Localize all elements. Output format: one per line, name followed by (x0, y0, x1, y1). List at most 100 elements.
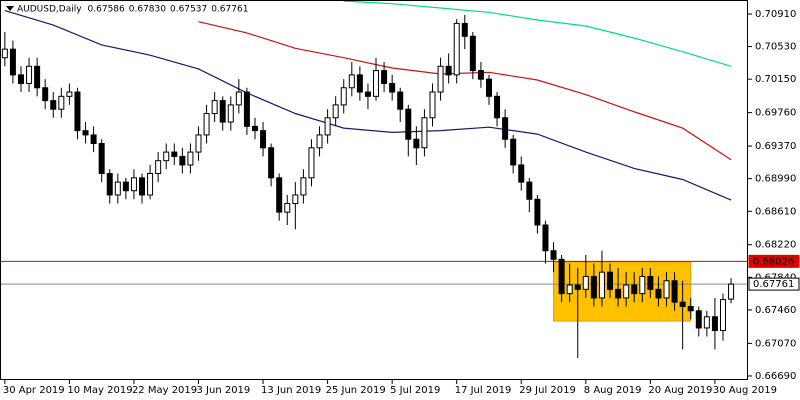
candle-body (348, 74, 355, 89)
candle-body (469, 35, 476, 72)
candle-body (74, 91, 81, 132)
candle-body (534, 198, 541, 226)
header-value: 0.67761 (211, 5, 248, 15)
candle-body (485, 78, 492, 97)
y-tick-label: 0.70150 (755, 74, 796, 85)
candle-body (494, 95, 501, 119)
candle-body (292, 194, 299, 205)
x-tick-label: 29 Jul 2019 (519, 385, 576, 396)
candle-body (364, 91, 371, 97)
candle-body (187, 151, 194, 166)
candle-body (340, 87, 347, 106)
symbol: AUDUSD,Daily (17, 5, 82, 15)
candle-body (607, 271, 614, 290)
candle-body (639, 275, 646, 295)
candle-body (711, 316, 718, 332)
candle-body (703, 316, 710, 329)
y-tick-label: 0.67070 (755, 338, 796, 349)
candle-body (558, 258, 565, 295)
y-tick-label: 0.66690 (755, 371, 796, 382)
x-tick-label: 5 Jul 2019 (390, 385, 440, 396)
candle-body (227, 104, 234, 123)
candle-body (324, 117, 331, 136)
candle-body (437, 65, 444, 93)
candle-body (510, 138, 517, 166)
candle-body (397, 91, 404, 110)
x-tick-label: 22 May 2019 (132, 385, 197, 396)
candle-body (1, 48, 8, 59)
candle-body (203, 112, 210, 136)
candle-body (300, 177, 307, 196)
candle-body (461, 22, 468, 37)
header: AUDUSD,Daily (17, 5, 82, 15)
candle-body (155, 160, 162, 175)
x-tick-label: 3 Jun 2019 (196, 385, 250, 396)
candle-body (679, 301, 686, 307)
candle-body (413, 138, 420, 149)
candle-body (695, 310, 702, 329)
candle-body (139, 177, 146, 196)
price-label: 0.67761 (753, 279, 794, 290)
candle-body (284, 203, 291, 213)
range-rectangle (553, 261, 692, 322)
candle-body (445, 65, 452, 76)
candle-body (453, 22, 460, 76)
y-tick-label: 0.68220 (755, 240, 796, 251)
candle-body (268, 147, 275, 179)
candle-body (631, 284, 638, 295)
y-tick-label: 0.68990 (755, 174, 796, 185)
price-label: 0.68026 (753, 256, 794, 267)
candle-body (260, 130, 267, 149)
candle-body (130, 177, 137, 192)
price-label-box (748, 254, 800, 268)
candle-body (34, 65, 41, 89)
candle-body (316, 134, 323, 149)
candle-body (405, 108, 412, 140)
candle-body (663, 280, 670, 299)
candle-body (66, 91, 73, 97)
candle-body (647, 275, 654, 290)
moving-average (4, 10, 732, 201)
candle-body (58, 95, 65, 110)
y-tick-label: 0.67460 (755, 305, 796, 316)
candle-body (566, 284, 573, 295)
candle-body (50, 100, 57, 110)
candle-body (687, 305, 694, 312)
candle-body (98, 143, 105, 175)
candle-body (373, 70, 380, 97)
y-tick-label: 0.70910 (755, 9, 796, 20)
x-tick-label: 20 Aug 2019 (648, 385, 712, 396)
candle-body (389, 82, 396, 93)
candle-body (163, 151, 170, 162)
candle-body (615, 288, 622, 299)
candle-body (195, 134, 202, 153)
candle-body (179, 155, 186, 166)
candle-body (356, 74, 363, 93)
candle-body (122, 181, 129, 192)
candle-body (728, 283, 735, 300)
x-tick-label: 10 May 2019 (67, 385, 132, 396)
candle-body (574, 284, 581, 290)
candle-body (235, 91, 242, 106)
candle-body (542, 224, 549, 252)
moving-average (343, 0, 732, 67)
header-value: 0.67586 (88, 5, 125, 15)
candle-body (308, 147, 315, 179)
header-value: 0.67537 (170, 5, 207, 15)
candle-body (623, 284, 630, 299)
candle-body (211, 100, 218, 114)
candle-body (42, 87, 49, 102)
menu-icon[interactable] (6, 6, 14, 11)
candle-body (17, 74, 24, 84)
candle-body (243, 91, 250, 127)
plot-border (0, 0, 748, 380)
candle-body (671, 280, 678, 303)
candle-body (477, 70, 484, 80)
y-tick-label: 0.70530 (755, 42, 796, 53)
candle-body (9, 48, 16, 76)
candle-body (526, 181, 533, 200)
candle-body (219, 100, 226, 123)
x-tick-label: 30 Apr 2019 (3, 385, 65, 396)
plot-area (0, 0, 748, 358)
